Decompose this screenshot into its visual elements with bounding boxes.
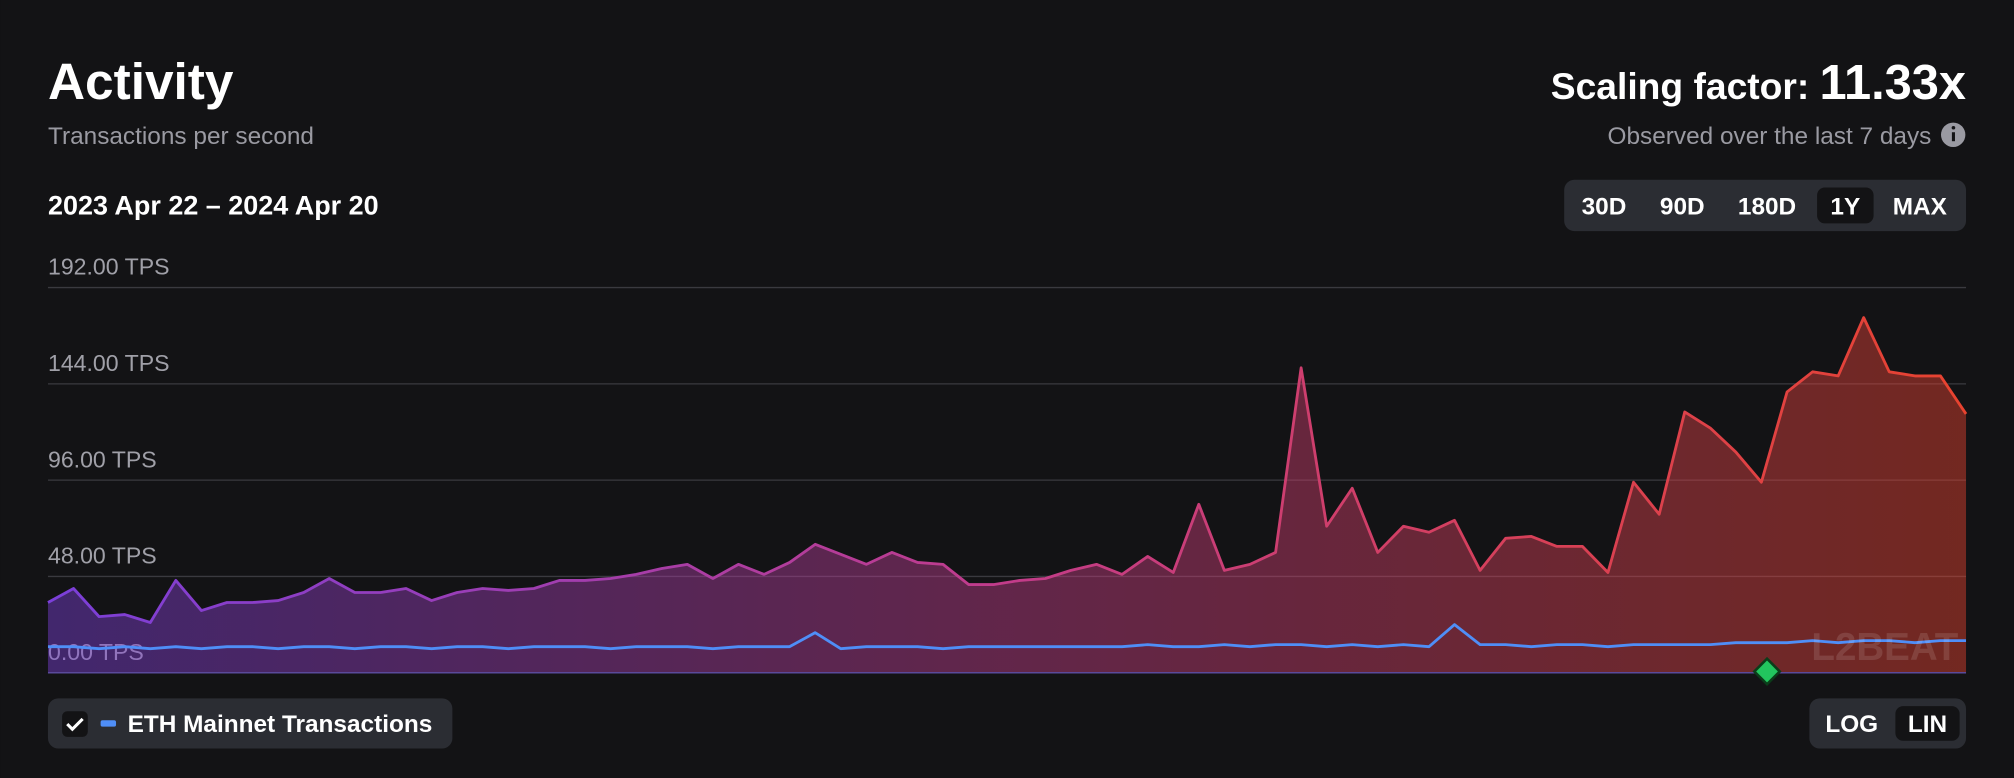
range-button[interactable]: MAX [1893, 193, 1948, 220]
scale-buttons: LOG LIN [1825, 706, 1960, 741]
range-buttons: 30D 90D 180D 1Y MAX [1582, 187, 1948, 224]
range-button[interactable]: 90D [1660, 193, 1705, 220]
scale-button-active [1895, 706, 1960, 741]
legend-label: ETH Mainnet Transactions [128, 711, 433, 738]
range-button[interactable]: 30D [1582, 193, 1627, 220]
watermark: L2BEAT [1811, 626, 1958, 669]
eth-line [47, 623, 1967, 651]
timeline-marker[interactable] [1752, 656, 1782, 686]
line [47, 316, 1968, 624]
scaling-note: Observed over the last 7 days [1608, 123, 1932, 150]
area [47, 317, 1967, 673]
range-button[interactable]: 1Y [1830, 193, 1860, 220]
subtitle: Transactions per second [48, 123, 314, 150]
scaling-factor: Scaling factor: 11.33x [1551, 56, 1966, 110]
legend [47, 698, 453, 749]
date-range: 2023 Apr 22 – 2024 Apr 20 [48, 190, 379, 220]
title: Activity [48, 53, 234, 110]
legend-swatch [100, 720, 117, 727]
legend-checkbox[interactable] [62, 711, 88, 737]
scaling-value: 11.33x [1820, 56, 1966, 110]
range-button-active [1817, 187, 1874, 224]
y-tick-label: 144.00 TPS [48, 350, 170, 376]
y-tick-label: 192.00 TPS [48, 254, 170, 280]
checkmark [66, 717, 84, 732]
y-tick-label: 48.00 TPS [48, 543, 157, 569]
range-button[interactable]: 180D [1738, 193, 1796, 220]
scale-button[interactable]: LOG [1825, 711, 1878, 738]
scaling-label: Scaling factor: [1551, 65, 1810, 107]
scale-button[interactable]: LIN [1908, 711, 1947, 738]
y-tick-label: 96.00 TPS [48, 446, 157, 472]
info-icon-dot [1951, 125, 1956, 130]
info-icon-stem [1951, 132, 1955, 142]
